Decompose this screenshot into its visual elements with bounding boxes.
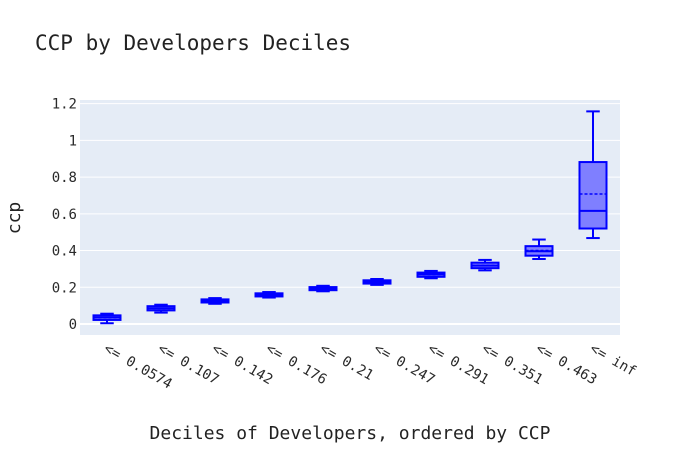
y-gridlines	[80, 103, 620, 325]
x-tick-label: <= 0.351	[479, 341, 545, 389]
box-10	[578, 110, 608, 240]
iqr-box	[578, 161, 608, 230]
box-8	[470, 258, 500, 272]
y-tick-label: 0	[69, 317, 77, 333]
y-tick-label: 1	[69, 133, 77, 149]
x-tick-label: <= 0.142	[209, 341, 275, 389]
x-axis-label: Deciles of Developers, ordered by CCP	[150, 423, 551, 444]
x-tick-label: <= 0.463	[533, 341, 599, 389]
plot-area	[80, 100, 620, 335]
box-6	[362, 278, 392, 286]
box-series	[92, 110, 608, 325]
y-tick-label: 0.6	[52, 207, 77, 223]
x-tick-label: <= 0.247	[371, 341, 437, 389]
y-tick-label: 0.8	[52, 170, 77, 186]
x-tick-label: <= 0.291	[425, 341, 491, 389]
box-2	[146, 303, 176, 314]
box-7	[416, 269, 446, 280]
y-tick-label: 0.2	[52, 280, 77, 296]
box-3	[200, 297, 230, 305]
x-tick-label: <= 0.176	[263, 341, 329, 389]
y-axis-label: ccp	[4, 202, 25, 235]
box-9	[524, 238, 554, 260]
y-tick-label: 1.2	[52, 97, 77, 113]
box-4	[254, 291, 284, 299]
chart-title: CCP by Developers Deciles	[35, 31, 351, 55]
y-tick-label: 0.4	[52, 244, 77, 260]
x-tick-labels: <= 0.0574<= 0.107<= 0.142<= 0.176<= 0.21…	[101, 341, 639, 393]
box-5	[308, 284, 338, 293]
y-tick-labels: 0 0.2 0.4 0.6 0.8 1 1.2	[52, 97, 77, 333]
box-1	[92, 312, 122, 325]
